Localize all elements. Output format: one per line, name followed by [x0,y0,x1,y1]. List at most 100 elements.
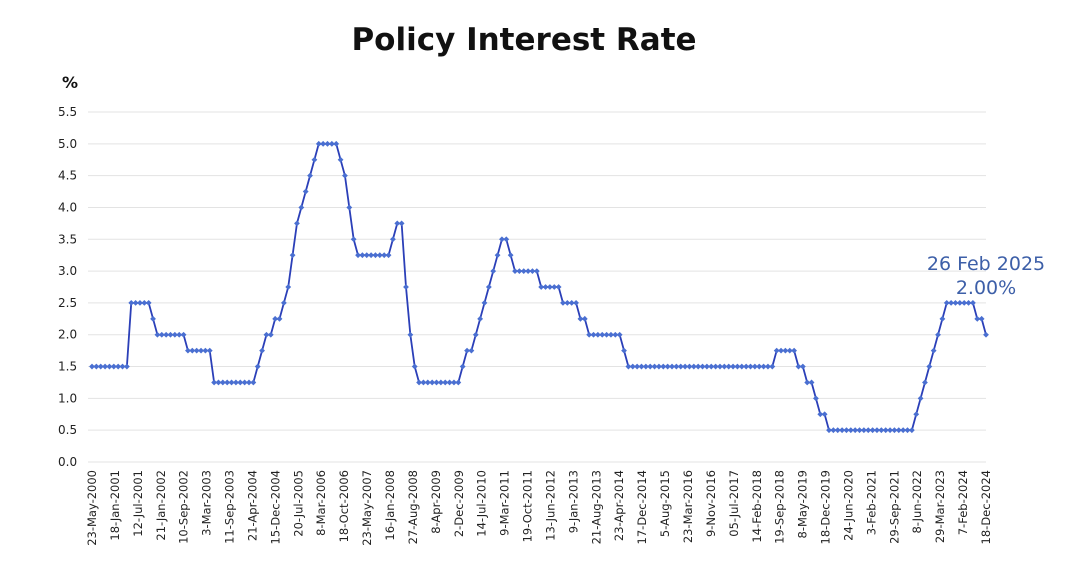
x-tick-label: 19-Oct-2011 [521,470,535,542]
data-point [446,379,453,386]
data-point [141,300,148,306]
x-tick-label: 12-Jul-2001 [131,470,145,537]
data-point [516,268,523,274]
data-point [437,379,444,386]
data-point [743,363,750,370]
data-point [311,156,318,163]
data-point [956,300,963,306]
x-tick-label: 13-Jun-2012 [543,470,557,541]
x-tick-label: 16-Jan-2008 [383,470,397,541]
data-point [547,284,553,290]
y-tick-label: 1.0 [58,391,77,405]
data-point [908,427,915,434]
x-tick-label: 29-Sep-2021 [887,470,901,544]
y-tick-label: 2.0 [58,328,77,342]
data-point [368,252,375,259]
data-point [390,236,396,243]
x-tick-label: 23-Apr-2014 [612,470,626,541]
data-point [560,300,566,306]
x-tick-label: 15-Dec-2004 [268,470,282,544]
data-point [102,363,108,370]
data-point [97,363,104,370]
y-tick-label: 3.5 [58,232,77,246]
data-point [900,427,907,434]
data-point [376,252,383,259]
data-point [577,315,584,322]
data-point [852,427,859,434]
data-point [725,363,732,370]
data-point [756,363,763,370]
data-point [490,268,497,274]
y-tick-label: 5.0 [58,137,77,151]
data-point [717,363,723,370]
x-tick-label: 11-Sep-2003 [223,470,237,544]
data-point [913,411,920,418]
data-point [228,379,235,386]
x-tick-label: 18-Jan-2001 [108,470,122,541]
data-point [856,427,863,434]
x-tick-label: 21-Apr-2004 [245,470,259,541]
data-point [259,347,265,354]
data-point [198,347,204,354]
data-point [751,363,758,370]
data-point [307,172,313,179]
data-point [503,236,510,243]
data-point [150,315,156,322]
data-point [472,331,479,338]
data-point [106,363,113,370]
data-point [289,252,296,259]
data-point [455,379,462,386]
data-point [468,347,475,354]
data-point [782,347,789,354]
data-point [267,331,274,338]
x-tick-label: 3-Feb-2021 [864,470,878,535]
data-point [568,300,575,306]
data-point [525,268,531,274]
data-point [656,363,662,370]
data-point [703,363,710,370]
data-point [664,363,671,370]
data-point [616,331,623,338]
x-tick-label: 18-Oct-2006 [337,470,351,542]
data-point [215,379,222,386]
data-point [961,300,968,306]
data-point [499,236,505,243]
data-point [983,331,989,338]
annotation: 26 Feb 2025 2.00% [927,253,1045,299]
data-point [180,331,187,338]
data-point [730,363,736,370]
data-point [586,331,593,338]
x-tick-labels: 23-May-2000 18-Jan-2001 12-Jul-2001 21-Jan-… [85,470,993,546]
data-point [847,427,854,434]
data-point [128,300,135,306]
data-point [529,268,536,274]
data-point [263,331,270,338]
data-point [520,268,527,274]
data-point [224,379,231,386]
data-point [451,379,457,386]
data-point [298,204,305,211]
data-point [89,363,95,370]
data-point [246,379,252,386]
data-point [459,363,466,370]
data-point [398,220,405,227]
data-point [581,315,588,322]
x-tick-label: 2-Dec-2009 [452,470,466,537]
data-point [673,363,680,370]
data-point [686,363,693,370]
x-tick-label: 18-Dec-2024 [979,470,993,544]
data-point [795,363,802,370]
data-point [817,411,824,418]
data-point [869,427,876,434]
data-point [882,427,889,434]
data-point [799,363,806,370]
data-point [690,363,697,370]
data-point [629,363,636,370]
data-point [734,363,741,370]
y-tick-label: 0.0 [58,455,77,469]
data-point [843,427,850,434]
x-tick-label: 21-Jan-2002 [154,470,168,541]
data-point [813,395,819,402]
x-tick-label: 14-Feb-2018 [750,470,764,543]
